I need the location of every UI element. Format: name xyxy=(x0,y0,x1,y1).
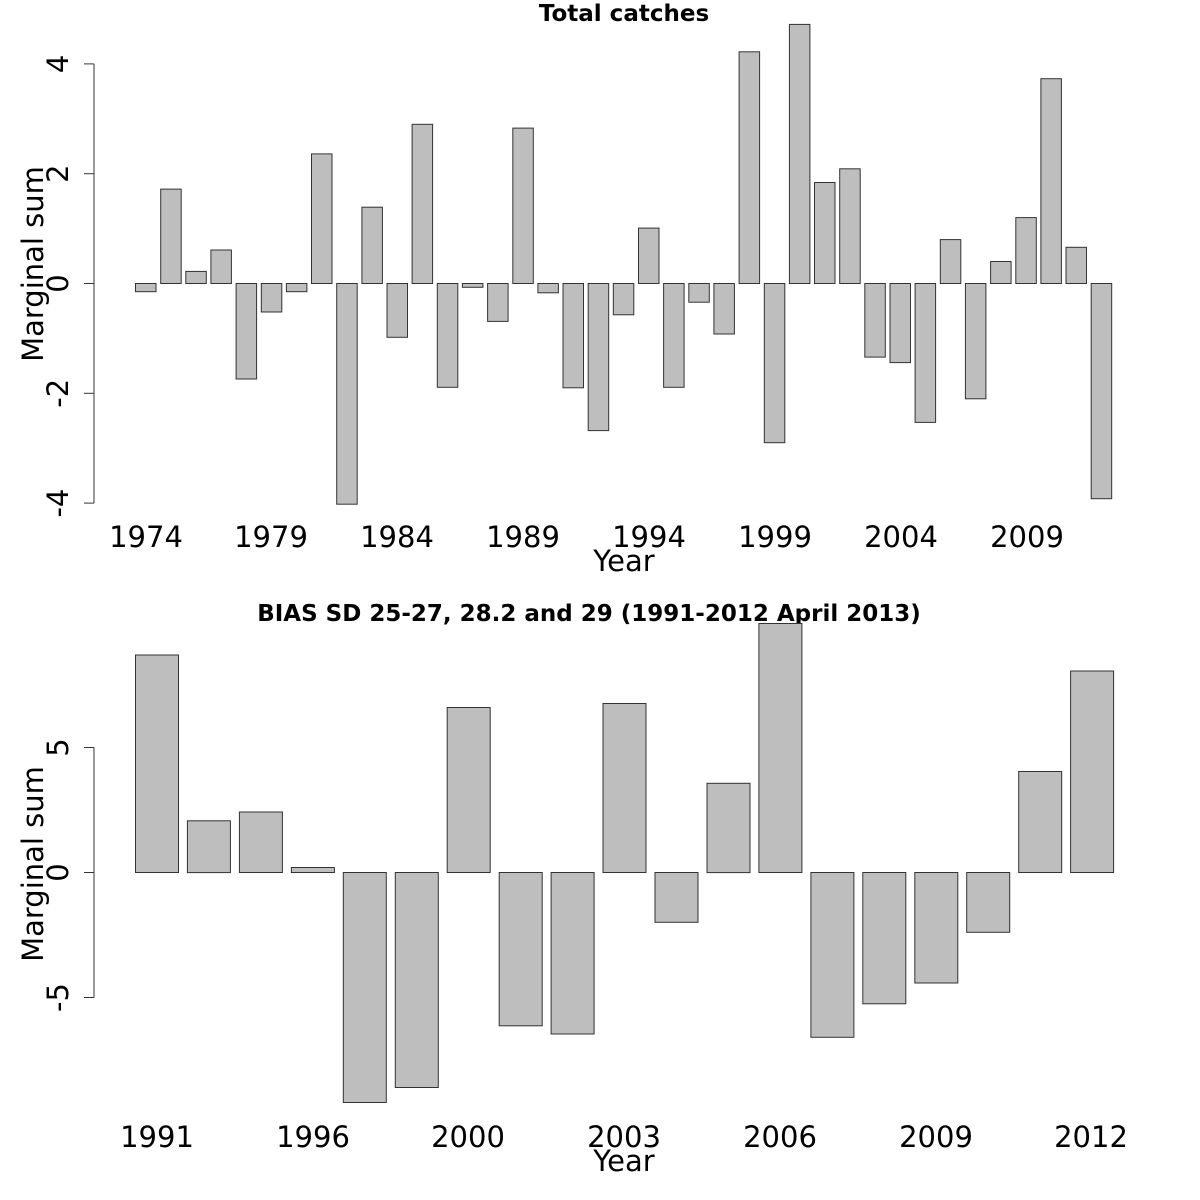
bar-2011 xyxy=(1065,246,1087,285)
bar-1997 xyxy=(342,872,387,1103)
x-tick-label: 2004 xyxy=(864,520,938,554)
bar-2006 xyxy=(758,623,803,873)
bar-1996 xyxy=(290,867,335,873)
bar-1982 xyxy=(336,283,358,505)
bar-1991 xyxy=(562,283,584,389)
y-tick-label: -2 xyxy=(41,379,75,408)
bar-2001 xyxy=(814,182,836,284)
x-tick-label: 1984 xyxy=(360,520,434,554)
x-tick-label: 1994 xyxy=(612,520,686,554)
bar-2009 xyxy=(914,872,959,984)
bar-1976 xyxy=(185,270,207,284)
x-tick-label: 1999 xyxy=(738,520,812,554)
x-tick-label: 2009 xyxy=(990,520,1064,554)
bar-1990 xyxy=(537,283,559,294)
bar-1992 xyxy=(186,820,231,874)
bar-2004 xyxy=(889,283,911,364)
bar-2007 xyxy=(810,872,855,1038)
bar-1980 xyxy=(285,283,308,293)
chart-title: BIAS SD 25-27, 28.2 and 29 (1991-2012 Ap… xyxy=(257,601,921,627)
bar-1999 xyxy=(394,872,439,1088)
bar-1998 xyxy=(738,51,761,284)
bar-1994 xyxy=(638,227,660,285)
y-axis: -4 -2 0 2 4 xyxy=(41,55,95,518)
x-tick-labels: 1974 1979 1984 1989 1994 1999 2004 2009 xyxy=(109,520,1064,554)
bar-1993 xyxy=(612,283,635,316)
bar-2008 xyxy=(862,872,907,1005)
bar-2008 xyxy=(990,261,1012,284)
bar-1993 xyxy=(238,811,283,873)
bar-1983 xyxy=(361,206,383,284)
bar-2007 xyxy=(964,283,987,400)
bar-1986 xyxy=(436,283,459,388)
bar-2012 xyxy=(1090,283,1113,500)
bar-1979 xyxy=(260,283,283,313)
bar-2002 xyxy=(839,168,861,284)
y-tick-label: 5 xyxy=(41,738,75,756)
chart-title: Total catches xyxy=(539,1,709,27)
y-axis: -5 0 5 xyxy=(41,738,95,1012)
bar-1978 xyxy=(235,283,258,380)
bar-1995 xyxy=(663,283,685,388)
bar-2012 xyxy=(1070,670,1115,873)
bar-1981 xyxy=(311,153,333,284)
y-tick-label: 4 xyxy=(41,55,75,73)
bar-1991 xyxy=(135,654,179,873)
bar-2004 xyxy=(654,872,699,923)
bar-2005 xyxy=(706,782,751,874)
y-tick-label: 0 xyxy=(41,274,75,292)
bar-2002 xyxy=(550,872,595,1035)
bar-2003 xyxy=(602,703,647,873)
bar-1975 xyxy=(160,188,182,285)
x-tick-label: 1996 xyxy=(276,1120,350,1154)
bars xyxy=(135,23,1113,505)
bar-1989 xyxy=(512,127,534,284)
bar-1992 xyxy=(587,283,610,432)
bar-2000 xyxy=(788,23,811,285)
bar-1988 xyxy=(487,283,509,322)
bar-2005 xyxy=(914,283,937,423)
bar-2011 xyxy=(1018,771,1063,873)
x-tick-label: 2012 xyxy=(1054,1120,1128,1154)
x-tick-label: 2006 xyxy=(743,1120,817,1154)
y-axis-label: Marginal sum xyxy=(16,766,50,962)
x-tick-labels: 1991 1996 2000 2003 2006 2009 2012 xyxy=(120,1120,1128,1154)
chart-panel-bias: BIAS SD 25-27, 28.2 and 29 (1991-2012 Ap… xyxy=(16,601,1128,1178)
bar-2001 xyxy=(498,872,543,1027)
bar-2000 xyxy=(446,707,491,873)
bar-1984 xyxy=(386,283,408,338)
bar-1997 xyxy=(713,283,735,335)
y-axis-label: Marginal sum xyxy=(16,166,50,362)
x-tick-label: 1989 xyxy=(486,520,560,554)
x-tick-label: 2003 xyxy=(587,1120,661,1154)
bar-1987 xyxy=(461,283,484,288)
x-tick-label: 1979 xyxy=(234,520,308,554)
x-tick-label: 1991 xyxy=(120,1120,194,1154)
x-tick-label: 1974 xyxy=(109,520,183,554)
x-tick-label: 2000 xyxy=(431,1120,505,1154)
bar-2010 xyxy=(1040,78,1062,284)
y-tick-label: -4 xyxy=(41,489,75,518)
bar-1985 xyxy=(411,123,434,284)
bar-1999 xyxy=(763,283,786,444)
y-tick-label: 0 xyxy=(41,863,75,881)
bar-2010 xyxy=(966,872,1011,933)
bar-1974 xyxy=(135,283,157,293)
x-axis-label: Year xyxy=(592,1144,654,1178)
chart-panel-total-catches: Total catches Year Marginal sum -4-2024 … xyxy=(16,1,1113,578)
y-tick-label: 2 xyxy=(41,164,75,182)
bar-2003 xyxy=(864,283,886,358)
bar-1977 xyxy=(210,249,232,284)
x-tick-label: 2009 xyxy=(899,1120,973,1154)
bar-2009 xyxy=(1015,217,1037,285)
bar-1996 xyxy=(688,283,710,303)
bar-2006 xyxy=(939,239,962,285)
y-tick-label: -5 xyxy=(41,983,75,1012)
x-axis-label: Year xyxy=(592,544,654,578)
bars xyxy=(135,623,1115,1103)
